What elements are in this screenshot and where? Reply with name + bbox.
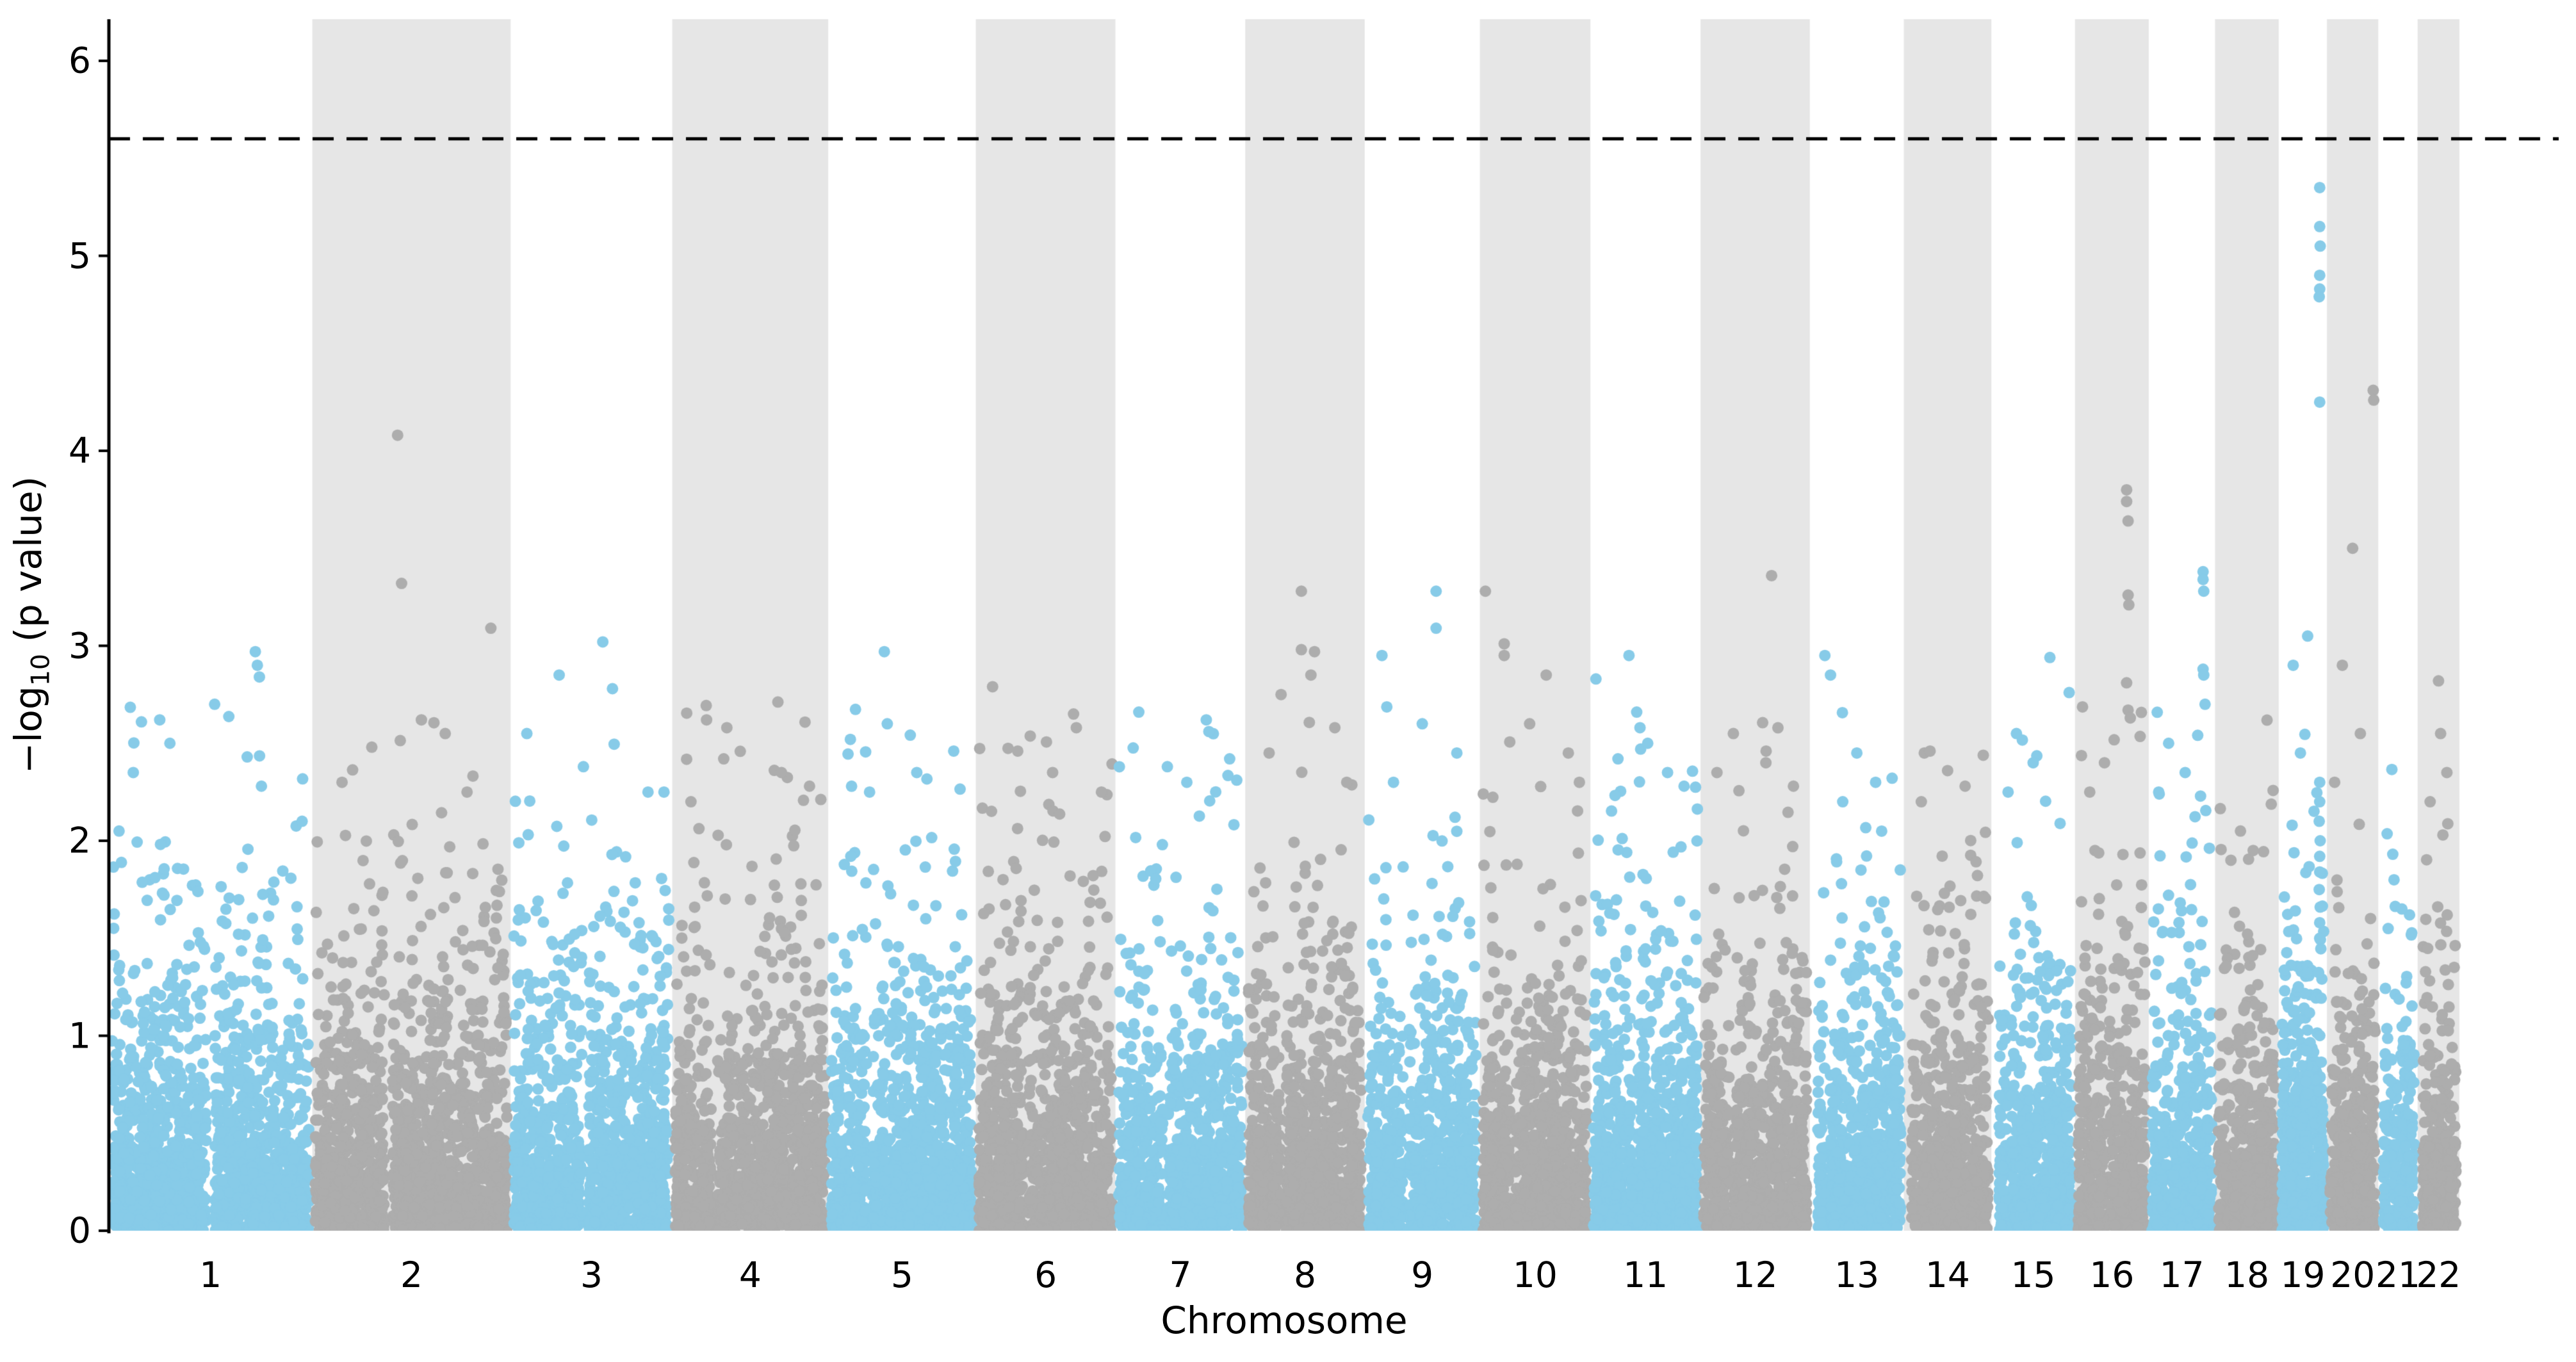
manhattan-plot-canvas: [0, 0, 2576, 1362]
